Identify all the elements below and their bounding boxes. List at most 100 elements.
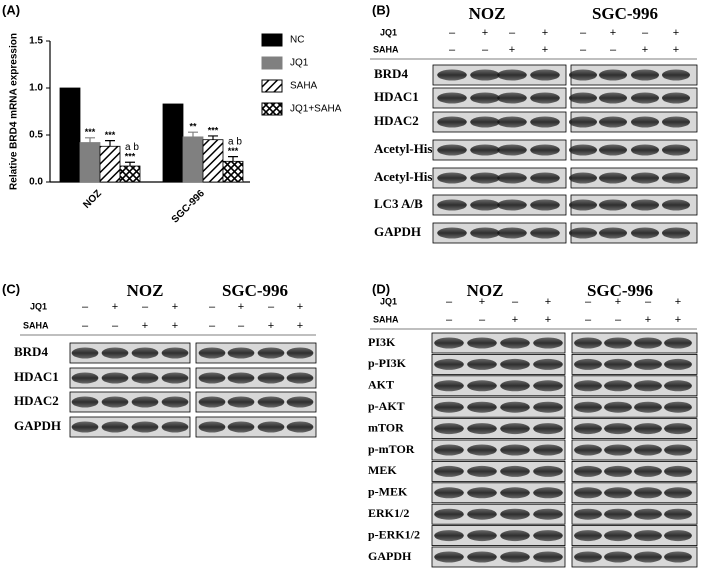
blot-band — [574, 508, 602, 520]
blot-band — [574, 530, 602, 542]
treatment-sign: – — [238, 320, 245, 332]
error-bar — [208, 135, 218, 140]
blot-band — [662, 172, 690, 184]
protein-label: PI3K — [368, 335, 396, 349]
blot-band — [599, 172, 627, 184]
blot-band — [530, 92, 560, 104]
blot-band — [500, 444, 530, 456]
treatment-label: JQ1 — [380, 27, 397, 37]
blot-band — [664, 465, 692, 477]
letters: a b — [125, 142, 139, 153]
treatment-label: JQ1 — [380, 296, 397, 306]
treatment-sign: – — [449, 44, 456, 56]
blot-band — [530, 199, 560, 211]
blot-strip — [431, 418, 566, 440]
blot-band — [574, 487, 602, 499]
treatment-sign: + — [542, 44, 548, 56]
blot-band — [286, 372, 314, 384]
blot-band — [604, 423, 632, 435]
blot-band — [604, 401, 632, 413]
blot-band — [497, 144, 527, 156]
blot-band — [634, 487, 662, 499]
blot-band — [569, 116, 597, 128]
treatment-sign: – — [509, 27, 516, 39]
blot-band — [574, 401, 602, 413]
blot-band — [533, 444, 563, 456]
blot-band — [161, 372, 189, 384]
blot-band — [500, 487, 530, 499]
treatment-sign: + — [675, 314, 681, 326]
blot-band — [467, 358, 497, 370]
treatment-sign: + — [542, 27, 548, 39]
protein-label: HDAC1 — [14, 369, 59, 384]
blot-band — [286, 347, 314, 359]
treatment-sign: – — [82, 320, 89, 332]
blot-strip — [431, 439, 566, 461]
blot-band — [434, 487, 464, 499]
blot-band — [631, 199, 659, 211]
blot-band — [634, 358, 662, 370]
blot-band — [604, 337, 632, 349]
blot-band — [500, 337, 530, 349]
bar — [119, 165, 141, 183]
treatment-sign: + — [645, 314, 651, 326]
blot-band — [257, 372, 285, 384]
panel-label: (B) — [372, 2, 390, 17]
protein-label: mTOR — [368, 420, 404, 434]
blot-band — [574, 380, 602, 392]
blot-band — [437, 69, 467, 81]
blot-band — [101, 347, 129, 359]
blot-band — [662, 92, 690, 104]
blot-band — [662, 144, 690, 156]
blot-band — [533, 551, 563, 563]
bar — [99, 145, 121, 183]
y-tick-label: 0.5 — [29, 130, 43, 141]
blot-band — [533, 380, 563, 392]
blot-band — [497, 69, 527, 81]
error-bar — [228, 156, 238, 162]
blot-band — [530, 172, 560, 184]
protein-label: HDAC2 — [374, 113, 419, 128]
blot-band — [604, 444, 632, 456]
blot-band — [662, 199, 690, 211]
blot-band — [257, 347, 285, 359]
blot-band — [530, 69, 560, 81]
blot-band — [664, 508, 692, 520]
blot-band — [71, 372, 99, 384]
blot-strip — [431, 353, 566, 375]
treatment-sign: – — [645, 296, 652, 308]
blot-band — [599, 92, 627, 104]
blot-band — [569, 92, 597, 104]
treatment-sign: – — [142, 301, 149, 313]
blot-band — [467, 444, 497, 456]
protein-label: GAPDH — [368, 549, 412, 563]
blot-band — [530, 144, 560, 156]
protein-label: HDAC1 — [374, 89, 419, 104]
blot-band — [500, 380, 530, 392]
treatment-sign: + — [172, 320, 178, 332]
blot-band — [257, 421, 285, 433]
significance: *** — [85, 127, 96, 137]
blot-band — [569, 144, 597, 156]
blot-band — [101, 396, 129, 408]
blot-band — [664, 551, 692, 563]
blot-strip — [431, 375, 566, 397]
legend-label: JQ1+SAHA — [290, 104, 342, 115]
treatment-sign: – — [268, 301, 275, 313]
blot-band — [437, 227, 467, 239]
protein-label: p-ERK1/2 — [368, 527, 420, 541]
blot-band — [634, 380, 662, 392]
blot-band — [470, 69, 500, 81]
treatment-sign: + — [297, 301, 303, 313]
blot-band — [569, 199, 597, 211]
blot-band — [574, 358, 602, 370]
blot-band — [533, 337, 563, 349]
treatment-sign: + — [172, 301, 178, 313]
treatment-sign: – — [580, 44, 587, 56]
bar — [59, 87, 81, 183]
blot-band — [286, 396, 314, 408]
blot-band — [467, 551, 497, 563]
treatment-label: SAHA — [373, 44, 399, 54]
blot-band — [604, 380, 632, 392]
